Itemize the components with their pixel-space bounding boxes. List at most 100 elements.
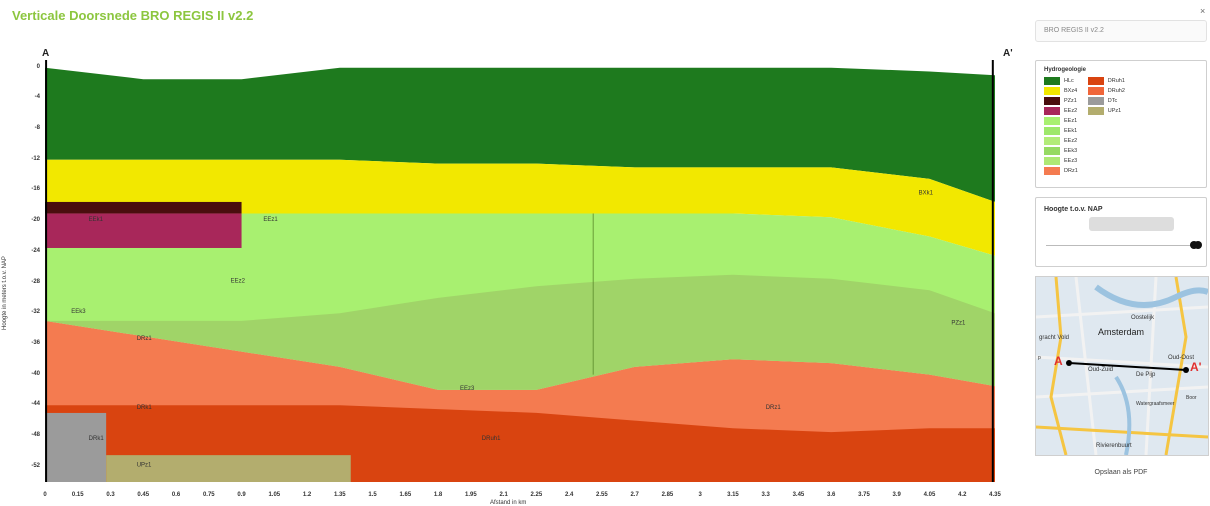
legend-item[interactable]: EEz3 [1044, 156, 1078, 165]
layer-label: BXk1 [919, 190, 934, 196]
x-tick-label: 1.35 [333, 492, 346, 498]
section-end-point [1183, 367, 1189, 373]
map-label-start: A [1054, 354, 1063, 368]
y-tick-label: -40 [31, 370, 40, 377]
x-tick-label: 0 [43, 492, 47, 498]
map-label-north: Oostelijk [1131, 315, 1155, 321]
map-label-southwest: Oud-Zuid [1088, 367, 1113, 373]
overview-map[interactable]: A A' p gracht Vold Amsterdam Oostelijk O… [1035, 276, 1209, 456]
legend-swatch [1087, 96, 1104, 105]
map-label-bottom: Rivierenbuurt [1096, 443, 1132, 449]
legend-item[interactable]: HLc [1044, 76, 1078, 85]
legend-swatch [1044, 116, 1060, 125]
legend-item[interactable]: EEk3 [1044, 146, 1078, 155]
legend-swatch [1044, 166, 1060, 175]
legend-swatch [1044, 76, 1060, 85]
height-panel: Hoogte t.o.v. NAP [1035, 197, 1207, 267]
x-tick-label: 0.75 [202, 492, 215, 498]
legend-panel: Hydrogeologie HLc BXz4 PZz1 EEz2 EEz1 EEk1 EEz… [1035, 60, 1207, 188]
x-tick-label: 2.85 [661, 492, 674, 498]
x-tick-label: 0.3 [106, 492, 115, 498]
layer-label: EEk1 [89, 217, 104, 223]
height-slider-track[interactable] [1046, 245, 1198, 246]
legend-swatch [1087, 86, 1104, 95]
x-tick-label: 2.55 [596, 492, 608, 498]
legend-item[interactable]: DRuh2 [1087, 86, 1125, 95]
x-tick-label: 0.45 [137, 492, 150, 498]
map-label-southeast: Watergraafsmeer [1136, 401, 1175, 407]
section-start-point [1066, 360, 1072, 366]
legend-item[interactable]: UPz1 [1087, 106, 1125, 115]
legend-swatch [1044, 86, 1060, 95]
x-tick-label: 1.65 [399, 492, 412, 498]
legend-label: EEk3 [1064, 147, 1078, 154]
legend-label: UPz1 [1107, 107, 1122, 114]
legend-swatch [1044, 96, 1060, 105]
height-value-display [1089, 217, 1174, 231]
x-tick-label: 4.2 [958, 492, 967, 498]
y-tick-label: -20 [31, 217, 40, 224]
legend-label: HLc [1064, 77, 1074, 84]
layer-label: PZz1 [951, 321, 966, 327]
y-tick-label: -16 [31, 186, 40, 193]
y-tick-label: -28 [31, 278, 40, 285]
layer-pzz1[interactable] [45, 274, 995, 390]
height-slider-handle-bottom[interactable] [1194, 241, 1203, 249]
layer-label: EEk3 [71, 309, 86, 315]
map-label-west: gracht Vold [1039, 335, 1069, 341]
map-highway-west [1049, 277, 1068, 455]
panel-close-icon[interactable]: × [1200, 6, 1206, 16]
y-tick-label: -12 [31, 155, 40, 162]
layer-block-grey-unit[interactable] [45, 412, 107, 482]
x-tick-label: 2.7 [630, 492, 639, 498]
dataset-select-value: BRO REGIS II v2.2 [1044, 27, 1104, 34]
legend-item[interactable]: DRz1 [1044, 166, 1078, 175]
legend-item[interactable]: DRuh1 [1087, 76, 1125, 85]
layer-block-dark-clay[interactable] [45, 201, 242, 214]
x-tick-label: 2.25 [530, 492, 543, 498]
legend-item[interactable]: EEz2 [1044, 136, 1078, 145]
x-tick-label: 3.45 [792, 492, 805, 498]
legend-item[interactable]: BXz4 [1044, 86, 1078, 95]
dataset-select[interactable]: BRO REGIS II v2.2 [1035, 20, 1207, 42]
layer-label: DRz1 [137, 336, 153, 342]
layer-label: DRk1 [89, 436, 105, 442]
legend-swatch [1044, 136, 1060, 145]
cross-section-chart[interactable]: BXk1 EEz1 EEk1 EEz2 EEk3 PZz1 DRz1 EEz3 DRk1 DRz1… [45, 60, 995, 482]
x-tick-label: 4.05 [923, 492, 936, 498]
legend-item[interactable]: PZz1 [1044, 96, 1078, 105]
legend-label: DTc [1107, 97, 1118, 104]
height-slider-handle-top[interactable] [1189, 241, 1198, 249]
legend-item[interactable]: EEz2 [1044, 106, 1078, 115]
legend-label: BXz4 [1064, 87, 1078, 94]
x-tick-label: 0.6 [171, 492, 181, 498]
x-tick-label: 1.5 [368, 492, 377, 498]
layer-block-olive-unit[interactable] [106, 455, 351, 482]
map-label-edge-w: p [1038, 355, 1041, 361]
legend-item[interactable]: DTc [1087, 96, 1125, 105]
x-axis-title: Afstand in km [490, 500, 527, 506]
legend-label: EEz2 [1064, 107, 1078, 114]
y-tick-label: -48 [31, 431, 40, 438]
x-tick-label: 1.05 [268, 492, 281, 498]
layer-label: EEz3 [460, 386, 475, 392]
legend-swatch [1044, 146, 1060, 155]
x-tick-label: 2.4 [564, 492, 574, 498]
layer-block-purple-clay[interactable] [45, 213, 242, 248]
map-label-edge-e: Boor [1186, 395, 1197, 401]
legend-label: DRuh1 [1107, 77, 1125, 84]
layer-hlc[interactable] [45, 67, 995, 202]
layer-label: UPz1 [137, 463, 152, 469]
legend-swatch [1087, 76, 1104, 85]
layer-label: EEz2 [231, 279, 246, 285]
legend-item[interactable]: EEz1 [1044, 116, 1078, 125]
layer-label: EEz1 [263, 217, 278, 223]
x-tick-label: 3.75 [858, 492, 870, 498]
y-tick-label: -44 [31, 401, 40, 408]
y-tick-label: -36 [31, 339, 40, 346]
layer-bxz4[interactable] [45, 159, 995, 256]
app-title: Verticale Doorsnede BRO REGIS II v2.2 [12, 8, 254, 23]
save-pdf-button[interactable]: Opslaan als PDF [1094, 469, 1148, 476]
legend-item[interactable]: EEk1 [1044, 126, 1078, 135]
y-tick-label: -8 [34, 125, 40, 132]
